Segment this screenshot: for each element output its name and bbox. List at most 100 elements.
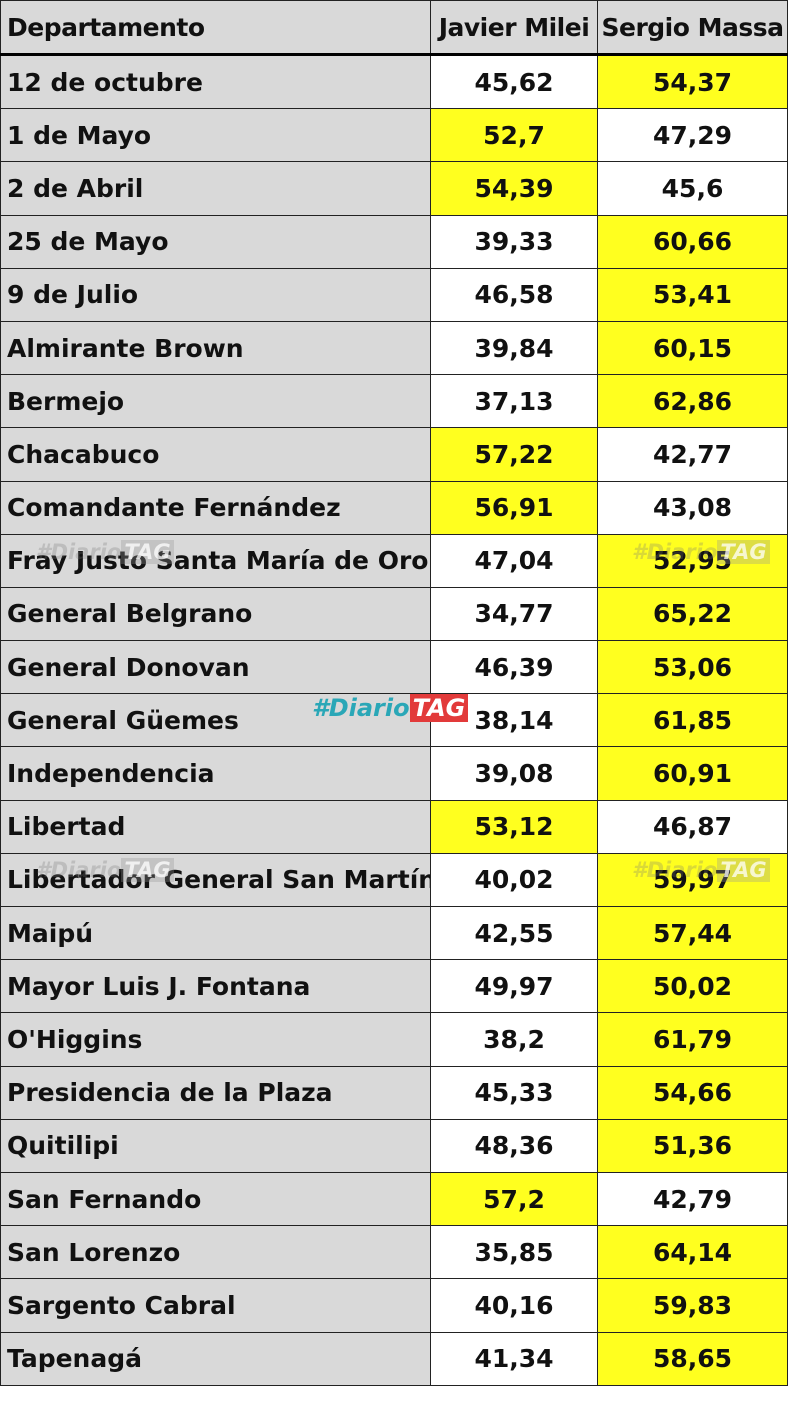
massa-percentage-cell: 65,22 xyxy=(597,586,788,642)
table-row: Independencia 39,08 60,91 xyxy=(0,746,788,801)
massa-percentage-cell: 59,83 xyxy=(597,1278,788,1333)
table-row: Almirante Brown 39,84 60,15 xyxy=(0,320,788,376)
milei-percentage-cell: 56,91 xyxy=(430,480,598,535)
milei-percentage-cell: 45,62 xyxy=(430,53,598,110)
departamento-cell: 9 de Julio xyxy=(0,267,431,322)
table-row: Bermejo 37,13 62,86 xyxy=(0,374,788,429)
massa-percentage-cell: 59,97 xyxy=(597,852,788,908)
departamento-cell: Comandante Fernández xyxy=(0,480,431,535)
massa-percentage-cell: 61,79 xyxy=(597,1012,788,1067)
departamento-cell: Sargento Cabral xyxy=(0,1278,431,1333)
milei-percentage-cell: 40,02 xyxy=(430,852,598,908)
massa-percentage-cell: 60,66 xyxy=(597,214,788,269)
massa-percentage-cell: 53,06 xyxy=(597,640,788,695)
departamento-cell: Independencia xyxy=(0,746,431,801)
table-row: Libertad 53,12 46,87 xyxy=(0,799,788,854)
departamento-cell: General Belgrano xyxy=(0,586,431,642)
milei-percentage-cell: 39,33 xyxy=(430,214,598,269)
departamento-cell: Mayor Luis J. Fontana xyxy=(0,959,431,1014)
results-table: Departamento Javier Milei Sergio Massa 1… xyxy=(0,0,788,1386)
massa-percentage-cell: 46,87 xyxy=(597,799,788,854)
departamento-cell: 2 de Abril xyxy=(0,161,431,216)
departamento-cell: Chacabuco xyxy=(0,427,431,482)
table-row: San Lorenzo 35,85 64,14 xyxy=(0,1225,788,1280)
departamento-cell: 1 de Mayo xyxy=(0,108,431,163)
departamento-cell: Almirante Brown xyxy=(0,320,431,376)
table-row: General Belgrano 34,77 65,22 xyxy=(0,586,788,642)
table-row: 25 de Mayo 39,33 60,66 xyxy=(0,214,788,269)
table-row: General Güemes 38,14 61,85 xyxy=(0,693,788,748)
departamento-cell: 25 de Mayo xyxy=(0,214,431,269)
milei-percentage-cell: 39,08 xyxy=(430,746,598,801)
milei-percentage-cell: 47,04 xyxy=(430,533,598,588)
massa-percentage-cell: 62,86 xyxy=(597,374,788,429)
massa-percentage-cell: 50,02 xyxy=(597,959,788,1014)
departamento-cell: Bermejo xyxy=(0,374,431,429)
table-row: Quitilipi 48,36 51,36 xyxy=(0,1118,788,1173)
massa-percentage-cell: 60,91 xyxy=(597,746,788,801)
milei-percentage-cell: 38,2 xyxy=(430,1012,598,1067)
milei-percentage-cell: 49,97 xyxy=(430,959,598,1014)
departamento-cell: Presidencia de la Plaza xyxy=(0,1065,431,1120)
departamento-cell: San Fernando xyxy=(0,1171,431,1227)
milei-percentage-cell: 46,58 xyxy=(430,267,598,322)
milei-percentage-cell: 39,84 xyxy=(430,320,598,376)
table-row: 12 de octubre 45,62 54,37 xyxy=(0,53,788,110)
massa-percentage-cell: 64,14 xyxy=(597,1225,788,1280)
header-javier-milei: Javier Milei xyxy=(430,0,598,56)
departamento-cell: Libertador General San Martín xyxy=(0,852,431,908)
header-row: Departamento Javier Milei Sergio Massa xyxy=(0,0,788,56)
massa-percentage-cell: 53,41 xyxy=(597,267,788,322)
departamento-cell: Libertad xyxy=(0,799,431,854)
milei-percentage-cell: 35,85 xyxy=(430,1225,598,1280)
milei-percentage-cell: 37,13 xyxy=(430,374,598,429)
milei-percentage-cell: 53,12 xyxy=(430,799,598,854)
table-row: 1 de Mayo 52,7 47,29 xyxy=(0,108,788,163)
milei-percentage-cell: 46,39 xyxy=(430,640,598,695)
departamento-cell: General Güemes xyxy=(0,693,431,748)
table-row: Tapenagá 41,34 58,65 xyxy=(0,1331,788,1386)
table-row: Fray Justo Santa María de Oro 47,04 52,95 xyxy=(0,533,788,588)
milei-percentage-cell: 34,77 xyxy=(430,586,598,642)
table-row: 9 de Julio 46,58 53,41 xyxy=(0,267,788,322)
milei-percentage-cell: 48,36 xyxy=(430,1118,598,1173)
milei-percentage-cell: 40,16 xyxy=(430,1278,598,1333)
massa-percentage-cell: 43,08 xyxy=(597,480,788,535)
massa-percentage-cell: 54,66 xyxy=(597,1065,788,1120)
massa-percentage-cell: 61,85 xyxy=(597,693,788,748)
table-row: Libertador General San Martín 40,02 59,97 xyxy=(0,852,788,908)
massa-percentage-cell: 58,65 xyxy=(597,1331,788,1386)
massa-percentage-cell: 45,6 xyxy=(597,161,788,216)
milei-percentage-cell: 57,2 xyxy=(430,1171,598,1227)
departamento-cell: O'Higgins xyxy=(0,1012,431,1067)
table-row: General Donovan 46,39 53,06 xyxy=(0,640,788,695)
departamento-cell: Fray Justo Santa María de Oro xyxy=(0,533,431,588)
departamento-cell: Maipú xyxy=(0,905,431,961)
massa-percentage-cell: 57,44 xyxy=(597,905,788,961)
departamento-cell: San Lorenzo xyxy=(0,1225,431,1280)
table-row: San Fernando 57,2 42,79 xyxy=(0,1171,788,1227)
departamento-cell: General Donovan xyxy=(0,640,431,695)
departamento-cell: Quitilipi xyxy=(0,1118,431,1173)
milei-percentage-cell: 41,34 xyxy=(430,1331,598,1386)
table-row: 2 de Abril 54,39 45,6 xyxy=(0,161,788,216)
header-sergio-massa: Sergio Massa xyxy=(597,0,788,56)
header-departamento: Departamento xyxy=(0,0,431,56)
table-row: Chacabuco 57,22 42,77 xyxy=(0,427,788,482)
milei-percentage-cell: 54,39 xyxy=(430,161,598,216)
table-row: Mayor Luis J. Fontana 49,97 50,02 xyxy=(0,959,788,1014)
massa-percentage-cell: 47,29 xyxy=(597,108,788,163)
departamento-cell: Tapenagá xyxy=(0,1331,431,1386)
milei-percentage-cell: 52,7 xyxy=(430,108,598,163)
table-row: Presidencia de la Plaza 45,33 54,66 xyxy=(0,1065,788,1120)
massa-percentage-cell: 60,15 xyxy=(597,320,788,376)
departamento-cell: 12 de octubre xyxy=(0,53,431,110)
massa-percentage-cell: 42,79 xyxy=(597,1171,788,1227)
milei-percentage-cell: 57,22 xyxy=(430,427,598,482)
massa-percentage-cell: 52,95 xyxy=(597,533,788,588)
massa-percentage-cell: 54,37 xyxy=(597,53,788,110)
table-row: Comandante Fernández 56,91 43,08 xyxy=(0,480,788,535)
table-row: Sargento Cabral 40,16 59,83 xyxy=(0,1278,788,1333)
table-row: O'Higgins 38,2 61,79 xyxy=(0,1012,788,1067)
